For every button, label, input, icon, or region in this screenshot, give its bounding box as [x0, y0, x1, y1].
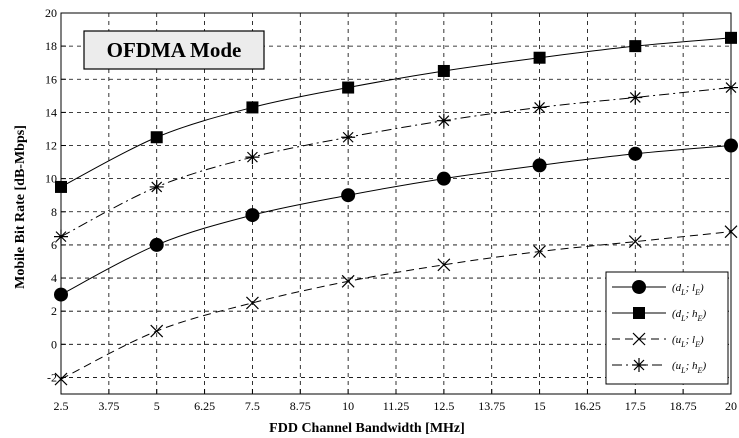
data-point: [437, 258, 451, 272]
x-tick-label: 13.75: [478, 399, 505, 413]
data-point: [341, 130, 356, 145]
legend-marker: [632, 280, 646, 294]
data-point: [245, 150, 260, 165]
legend-entry: (dL; lE): [672, 282, 704, 297]
y-tick-label: 16: [45, 72, 57, 86]
series-group: [54, 31, 738, 386]
legend-marker: [633, 307, 645, 319]
data-point: [628, 235, 642, 249]
x-tick-label: 2.5: [54, 399, 69, 413]
data-point: [149, 237, 164, 252]
series-1: [54, 138, 738, 302]
y-tick-label: 20: [45, 6, 57, 20]
data-point: [436, 171, 451, 186]
x-tick-label: 8.75: [290, 399, 311, 413]
x-tick-label: 3.75: [98, 399, 119, 413]
y-tick-label: 12: [45, 139, 57, 153]
legend-entry: (uL; lE): [672, 334, 704, 349]
series-3: [54, 225, 738, 386]
tick-labels: 2.5 3.75 5 6.25 7.5 8.75 10 11.25 12.5 13.75 15 16.…: [45, 6, 737, 413]
y-tick-label: 0: [51, 337, 57, 351]
x-tick-label: 11.25: [383, 399, 410, 413]
data-point: [245, 208, 260, 223]
legend-marker: [632, 332, 646, 346]
x-tick-label: 7.5: [245, 399, 260, 413]
x-tick-label: 10: [342, 399, 354, 413]
legend-box: [605, 271, 729, 385]
x-tick-label: 15: [534, 399, 546, 413]
y-tick-label: 8: [51, 205, 57, 219]
y-tick-label: 10: [45, 172, 57, 186]
x-tick-label: 16.25: [574, 399, 601, 413]
data-point: [629, 40, 642, 53]
mode-annotation: OFDMA Mode: [83, 30, 265, 70]
data-point: [532, 100, 547, 115]
grid: [60, 12, 732, 395]
data-point: [341, 274, 355, 288]
y-tick-label: 6: [51, 238, 57, 252]
data-point: [246, 296, 259, 310]
data-point: [150, 324, 164, 338]
mode-label: OFDMA Mode: [107, 38, 242, 62]
data-point: [533, 51, 546, 64]
data-point: [149, 179, 164, 194]
series-4: [54, 80, 738, 244]
y-tick-label: -2: [47, 370, 57, 384]
data-point: [628, 90, 643, 105]
data-point: [342, 81, 355, 94]
series-line: [60, 87, 732, 238]
y-tick-label: 18: [45, 39, 57, 53]
x-tick-label: 6.25: [194, 399, 215, 413]
legend-entry: (uL; hE): [672, 360, 706, 375]
x-tick-label: 17.5: [625, 399, 646, 413]
legend: (dL; lE) (dL; hE) (uL; lE) (uL; hE): [605, 271, 729, 385]
y-axis-label: Mobile Bit Rate [dB-Mbps]: [13, 125, 28, 289]
legend-entry: (dL; hE): [672, 308, 706, 323]
x-axis-label: FDD Channel Bandwidth [MHz]: [269, 421, 465, 436]
data-point: [628, 146, 643, 161]
y-tick-label: 14: [45, 105, 57, 119]
x-tick-label: 20: [725, 399, 737, 413]
x-tick-label: 18.75: [670, 399, 697, 413]
x-tick-label: 5: [154, 399, 160, 413]
y-tick-label: 2: [51, 304, 57, 318]
data-point: [341, 188, 356, 203]
x-tick-label: 12.5: [433, 399, 454, 413]
data-point: [533, 245, 546, 258]
legend-marker: [632, 358, 646, 372]
data-point: [246, 101, 259, 114]
y-tick-label: 4: [51, 271, 57, 285]
data-point: [437, 64, 450, 77]
series-line: [60, 231, 732, 380]
data-point: [436, 113, 451, 128]
data-point: [532, 158, 547, 173]
plot-area: [60, 12, 732, 395]
data-point: [150, 131, 163, 144]
